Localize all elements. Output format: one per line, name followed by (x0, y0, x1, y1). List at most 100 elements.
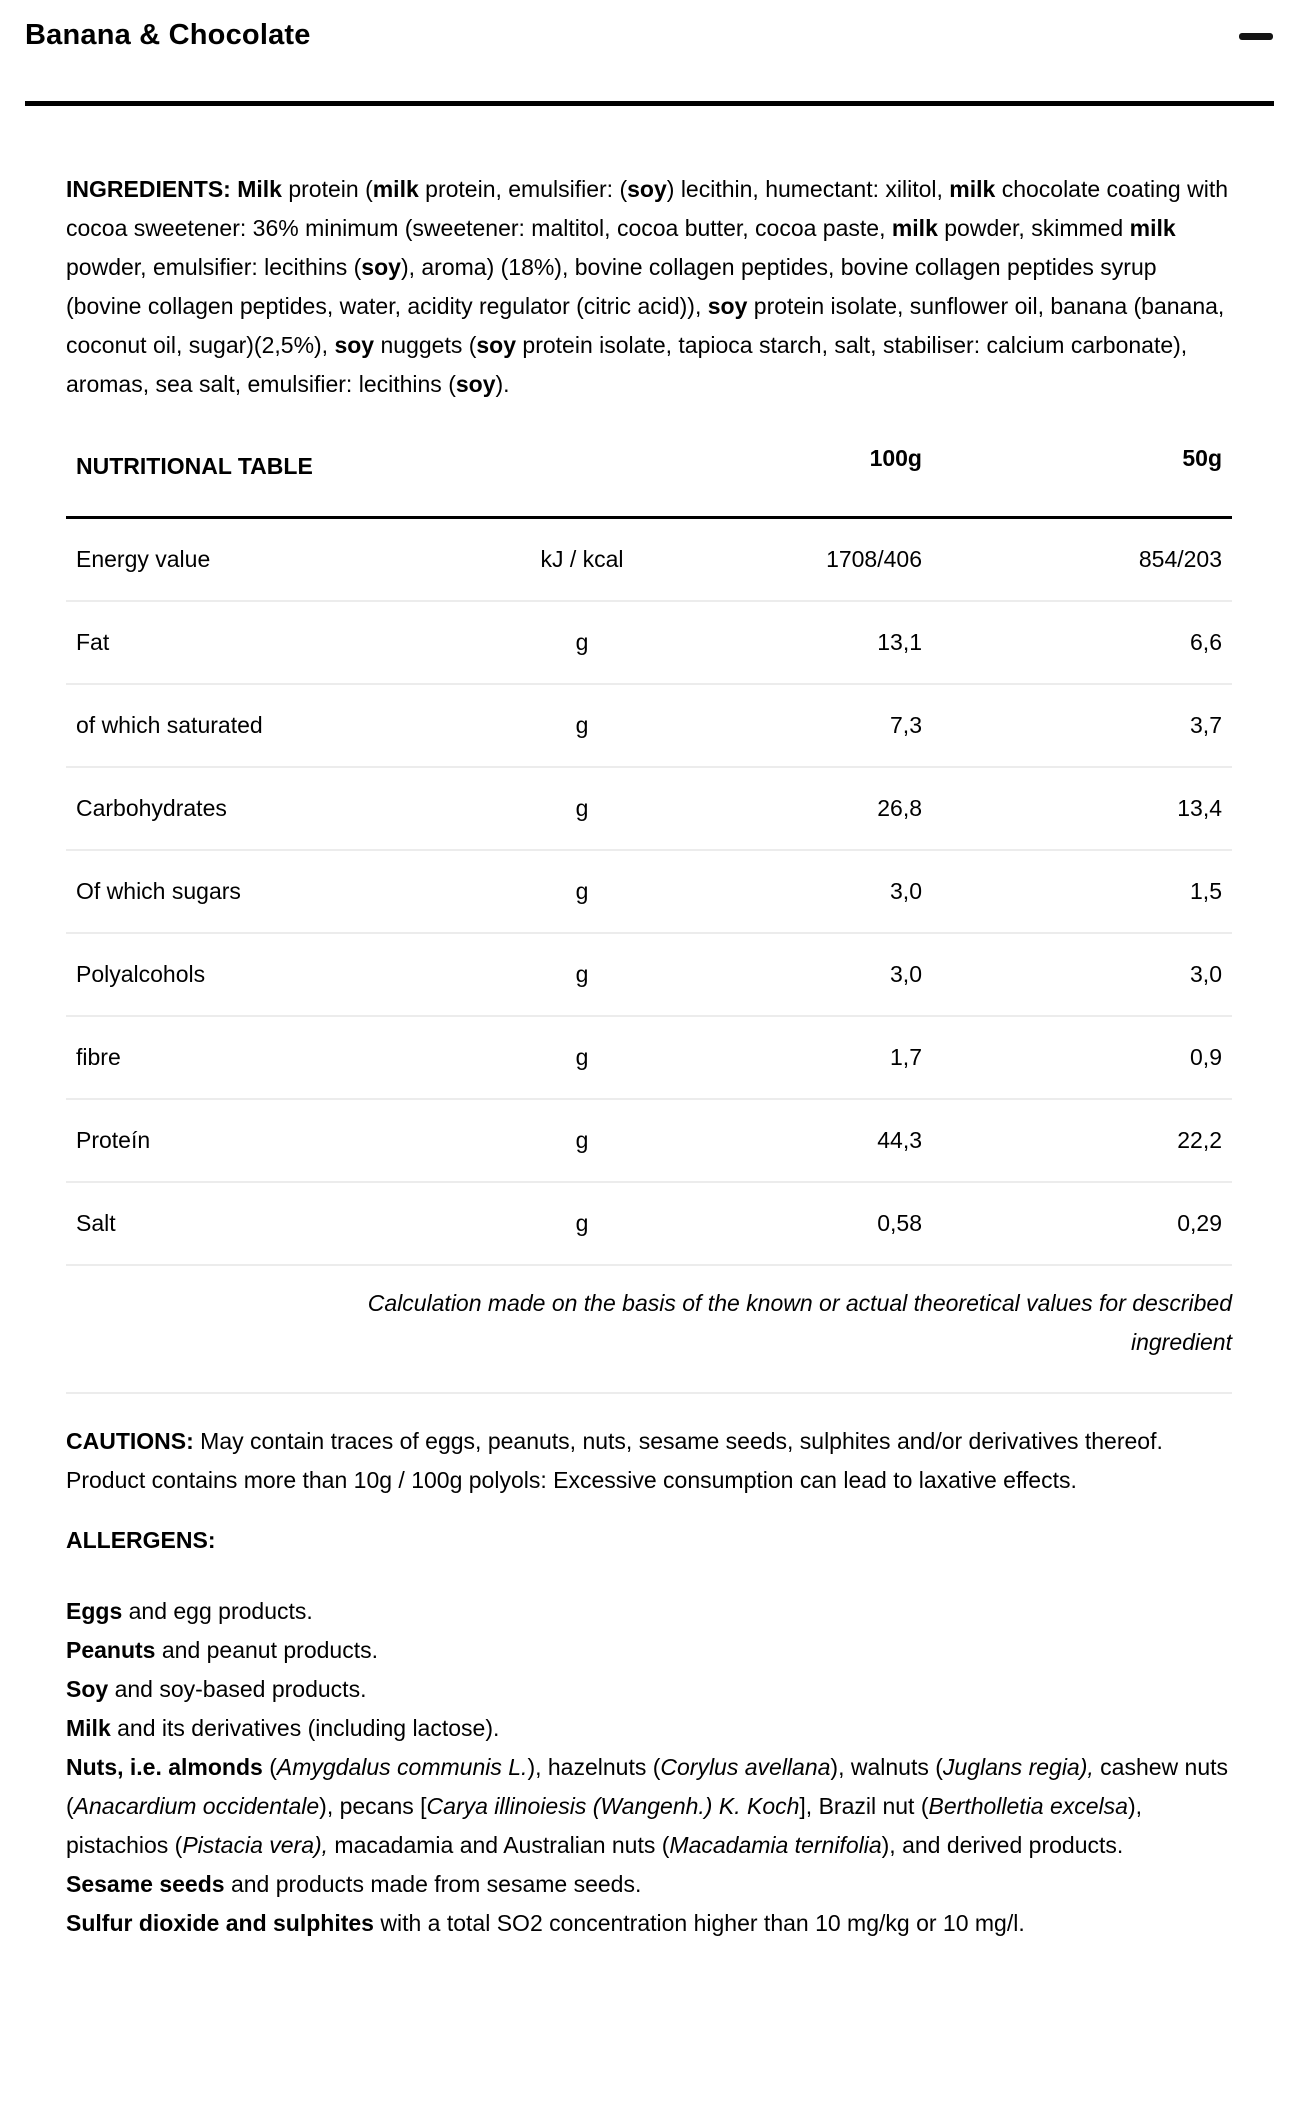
text-segment: and egg products. (122, 1598, 313, 1624)
text-segment: Soy (66, 1676, 109, 1702)
text-segment: Sesame seeds (66, 1871, 225, 1897)
text-segment: ), and derived products. (881, 1832, 1124, 1858)
nutrient-name: Polyalcohols (76, 961, 206, 987)
ingredients-paragraph: INGREDIENTS: Milk protein (milk protein,… (66, 170, 1232, 404)
nutritional-table-body: Energy value kJ / kcal 1708/406 854/203 Fat g… (66, 516, 1232, 1266)
header-divider (25, 101, 1274, 106)
nutritional-table-header: NUTRITIONAL TABLE 100g 50g (66, 445, 1232, 480)
text-segment: and its derivatives (including lactose). (110, 1715, 500, 1741)
text-segment: Corylus avellana (660, 1754, 831, 1780)
table-row: Carbohydrates g 26,8 13,4 (66, 768, 1232, 851)
value-per-50g: 854/203 (1138, 546, 1222, 572)
collapse-minus-icon[interactable] (1239, 33, 1273, 40)
accordion-header: Banana & Chocolate (0, 0, 1298, 52)
text-segment: Eggs (66, 1598, 123, 1624)
value-per-100g: 3,0 (890, 961, 922, 987)
table-row: fibre g 1,7 0,9 (66, 1017, 1232, 1100)
text-segment: protein isolate, sunflower oil, banana (… (66, 293, 1225, 358)
value-per-100g: 1,7 (890, 1044, 922, 1070)
text-segment: soy (455, 371, 496, 397)
text-segment: powder, skimmed (937, 215, 1130, 241)
text-segment: nuggets ( (374, 332, 477, 358)
text-segment: soy (627, 176, 667, 202)
text-segment: ), aroma) (18%), bovine collagen peptide… (66, 254, 1157, 319)
allergen-item: Sulfur dioxide and sulphites with a tota… (66, 1904, 1232, 1943)
text-segment: and peanut products. (155, 1637, 378, 1663)
nutrient-unit: g (575, 795, 589, 821)
allergens-title: ALLERGENS: (66, 1527, 216, 1553)
text-segment: Anacardium occidentale (73, 1793, 320, 1819)
table-footnote: Calculation made on the basis of the kno… (66, 1284, 1232, 1362)
text-segment: Milk (66, 1715, 111, 1741)
value-per-50g: 1,5 (1190, 878, 1222, 904)
text-segment: and products made from sesame seeds. (224, 1871, 642, 1897)
nutrient-unit: kJ / kcal (540, 546, 624, 572)
text-segment: milk (891, 215, 938, 241)
text-segment: ( (262, 1754, 277, 1780)
table-footnote-line: ingredient (1130, 1329, 1232, 1355)
text-segment: protein isolate, tapioca starch, salt, s… (66, 332, 1188, 397)
text-segment: powder, emulsifier: lecithins ( (66, 254, 362, 280)
text-segment: cashew nuts ( (66, 1754, 1229, 1819)
page-title: Banana & Chocolate (25, 19, 311, 51)
nutrient-unit: g (575, 878, 589, 904)
allergen-item: Peanuts and peanut products. (66, 1631, 1232, 1670)
value-per-100g: 0,58 (877, 1210, 922, 1236)
table-row: Fat g 13,1 6,6 (66, 602, 1232, 685)
value-per-100g: 7,3 (890, 712, 922, 738)
value-per-50g: 13,4 (1177, 795, 1222, 821)
text-segment: protein, emulsifier: ( (418, 176, 628, 202)
text-segment: milk (949, 176, 996, 202)
nutrient-name: Energy value (76, 546, 211, 572)
nutrient-unit: g (575, 1044, 589, 1070)
text-segment: and soy-based products. (108, 1676, 367, 1702)
value-per-50g: 0,29 (1177, 1210, 1222, 1236)
section-divider (66, 1392, 1232, 1394)
table-row: Polyalcohols g 3,0 3,0 (66, 934, 1232, 1017)
text-segment: CAUTIONS: (66, 1428, 194, 1454)
nutrient-name: fibre (76, 1044, 121, 1070)
nutrient-unit: g (575, 1127, 589, 1153)
nutrient-name: Of which sugars (76, 878, 241, 904)
nutrient-unit: g (575, 629, 589, 655)
value-per-100g: 44,3 (877, 1127, 922, 1153)
table-footnote-line: Calculation made on the basis of the kno… (367, 1290, 1232, 1316)
nutrient-unit: g (575, 1210, 589, 1236)
text-segment: chocolate coating with cocoa sweetener: … (66, 176, 1229, 241)
value-per-100g: 13,1 (877, 629, 922, 655)
allergen-item: Milk and its derivatives (including lact… (66, 1709, 1232, 1748)
text-segment: macadamia and Australian nuts ( (328, 1832, 670, 1858)
text-segment: Peanuts (66, 1637, 156, 1663)
text-segment: Macadamia ternifolia (669, 1832, 882, 1858)
text-segment: milk (1129, 215, 1176, 241)
text-segment: Juglans regia), (942, 1754, 1094, 1780)
nutrient-unit: g (575, 961, 589, 987)
text-segment: ), hazelnuts ( (527, 1754, 661, 1780)
text-segment: ). (495, 371, 510, 397)
text-segment: with a total SO2 concentration higher th… (373, 1910, 1025, 1936)
table-row: Proteín g 44,3 22,2 (66, 1100, 1232, 1183)
value-per-50g: 6,6 (1190, 629, 1222, 655)
nutrient-unit: g (575, 712, 589, 738)
nutrient-name: Fat (76, 629, 110, 655)
nutrient-name: Proteín (76, 1127, 151, 1153)
value-per-100g: 1708/406 (826, 546, 922, 572)
value-per-100g: 3,0 (890, 878, 922, 904)
text-segment: ) lecithin, humectant: xilitol, (666, 176, 950, 202)
column-header-100g: 100g (869, 445, 922, 471)
column-header-50g: 50g (1182, 445, 1222, 471)
allergen-item: Nuts, i.e. almonds (Amygdalus communis L… (66, 1748, 1232, 1865)
nutrient-name: Salt (76, 1210, 116, 1236)
value-per-50g: 3,7 (1190, 712, 1222, 738)
nutrient-name: of which saturated (76, 712, 263, 738)
allergen-item: Soy and soy-based products. (66, 1670, 1232, 1709)
nutritional-table: NUTRITIONAL TABLE 100g 50g Energy value k… (66, 445, 1232, 1394)
product-info-panel: Banana & Chocolate INGREDIENTS: Milk pro… (0, 0, 1298, 1943)
table-row: Energy value kJ / kcal 1708/406 854/203 (66, 519, 1232, 602)
allergen-item: Sesame seeds and products made from sesa… (66, 1865, 1232, 1904)
table-row: Salt g 0,58 0,29 (66, 1183, 1232, 1266)
text-segment: soy (361, 254, 401, 280)
text-segment: soy (334, 332, 375, 358)
panel-content: INGREDIENTS: Milk protein (milk protein,… (0, 170, 1298, 1943)
nutritional-table-title: NUTRITIONAL TABLE (76, 453, 313, 479)
